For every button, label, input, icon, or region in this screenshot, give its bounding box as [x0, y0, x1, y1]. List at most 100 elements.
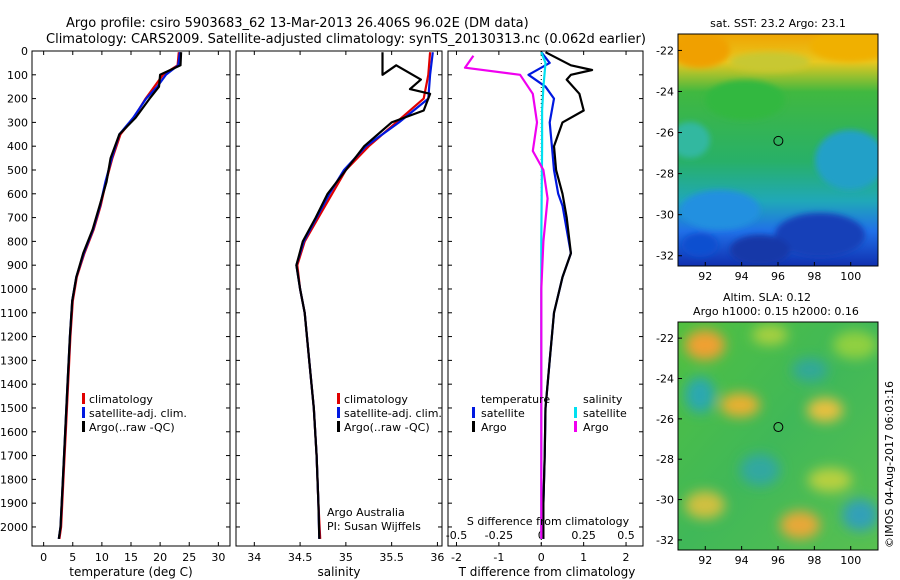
- salinity-annotation-line2: PI: Susan Wijffels: [327, 520, 421, 533]
- legend-swatch-argo: [337, 421, 340, 432]
- map-ytick-label: -32: [656, 534, 674, 547]
- sla-patch: [807, 398, 843, 422]
- xtick-label: -1: [493, 551, 504, 564]
- map-ytick-label: -24: [656, 372, 674, 385]
- map-ytick-label: -28: [656, 168, 674, 181]
- depth-tick-label: 700: [7, 212, 28, 225]
- sst-patch: [680, 190, 760, 230]
- xtick-label: -2: [451, 551, 462, 564]
- xtick-label: 0: [538, 551, 545, 564]
- depth-tick-label: 800: [7, 235, 28, 248]
- sst-patch: [730, 235, 790, 265]
- difference-xlabel-bottom: T difference from climatology: [458, 565, 636, 579]
- sst-map: [678, 34, 878, 266]
- map-xtick-label: 92: [698, 270, 712, 283]
- legend-swatch-sal-satellite: [574, 407, 577, 418]
- map-xtick-label: 96: [771, 554, 785, 567]
- map-xtick-label: 100: [840, 270, 861, 283]
- sst-patch: [775, 213, 865, 257]
- series-line: [542, 51, 594, 539]
- series-line: [527, 51, 572, 539]
- stick-label: 0.5: [617, 529, 635, 542]
- legend-label-climatology: climatology: [344, 393, 408, 406]
- xtick-label: 35.5: [379, 551, 404, 564]
- sla-patch: [808, 468, 852, 492]
- legend-label-temp-satellite: satellite: [481, 407, 525, 420]
- legend-label-sal-satellite: satellite: [583, 407, 627, 420]
- sla-patch: [685, 377, 715, 413]
- sla-map: [678, 322, 878, 550]
- sla-patch: [842, 499, 878, 531]
- map-ytick-label: -30: [656, 494, 674, 507]
- depth-tick-label: 1100: [0, 307, 28, 320]
- legend-label-satellite-adj: satellite-adj. clim.: [344, 407, 442, 420]
- stick-label: -0.5: [446, 529, 467, 542]
- salinity-plot: 34 34.5 35 35.5 36: [236, 50, 444, 564]
- legend-label-argo: Argo(..raw -QC): [344, 421, 430, 434]
- figure-title-line2: Climatology: CARS2009. Satellite-adjuste…: [46, 32, 646, 47]
- series-line: [463, 55, 549, 539]
- xtick-label: 15: [124, 551, 138, 564]
- depth-tick-label: 300: [7, 116, 28, 129]
- sla-patch: [685, 491, 725, 519]
- legend-swatch-temp-satellite: [472, 407, 475, 418]
- sla-patch: [833, 331, 877, 359]
- legend-swatch-temp-argo: [472, 421, 475, 432]
- depth-tick-label: 0: [21, 45, 28, 58]
- salinity-plot-frame: [235, 50, 443, 547]
- sst-map-axes: 92 94 96 98 100 -22 -24 -26 -28 -30 -32: [656, 44, 861, 283]
- map-ytick-label: -26: [656, 413, 674, 426]
- xtick-label: 20: [153, 551, 167, 564]
- sst-patch: [705, 80, 785, 120]
- sla-map-patches: [685, 325, 878, 539]
- sla-patch: [752, 325, 788, 345]
- depth-tick-label: 1000: [0, 283, 28, 296]
- legend-swatch-climatology: [337, 393, 340, 404]
- sla-map-axes: 92 94 96 98 100 -22 -24 -26 -28 -30 -32: [656, 332, 861, 567]
- imos-timestamp: ©IMOS 04-Aug-2017 06:03:16: [883, 381, 896, 548]
- sst-patch: [678, 34, 730, 68]
- legend-swatch-climatology: [82, 393, 85, 404]
- depth-tick-label: 400: [7, 140, 28, 153]
- map-xtick-label: 98: [807, 270, 821, 283]
- salinity-xlabel: salinity: [317, 565, 360, 579]
- depth-axis: 0 100 200 300 400 500 600 700 800 900 1000 1100 1200…: [0, 45, 28, 534]
- map-ytick-label: -32: [656, 250, 674, 263]
- difference-xlabel-top: S difference from climatology: [467, 515, 630, 528]
- sst-map-title: sat. SST: 23.2 Argo: 23.1: [710, 17, 846, 30]
- figure-title-line1: Argo profile: csiro 5903683_62 13-Mar-20…: [66, 16, 529, 31]
- depth-tick-label: 1400: [0, 378, 28, 391]
- series-line: [57, 52, 183, 540]
- legend-swatch-sal-argo: [574, 421, 577, 432]
- map-ytick-label: -28: [656, 453, 674, 466]
- sla-patch: [720, 393, 760, 417]
- depth-tick-label: 2000: [0, 521, 28, 534]
- sst-patch: [682, 233, 718, 257]
- map-ytick-label: -30: [656, 209, 674, 222]
- stick-label: -0.25: [485, 529, 513, 542]
- xtick-label: 34: [247, 551, 261, 564]
- sst-patch: [815, 130, 878, 190]
- depth-tick-label: 900: [7, 259, 28, 272]
- series-line: [295, 52, 432, 539]
- sla-map-title: Altim. SLA: 0.12: [723, 291, 811, 304]
- xtick-label: 34.5: [288, 551, 313, 564]
- xtick-label: 35: [339, 551, 353, 564]
- salinity-legend: climatology satellite-adj. clim. Argo(..…: [337, 393, 442, 434]
- sst-map-patches: [678, 34, 878, 265]
- legend-swatch-argo: [82, 421, 85, 432]
- legend-label-temp-argo: Argo: [481, 421, 507, 434]
- xtick-label: 5: [69, 551, 76, 564]
- depth-tick-label: 1700: [0, 450, 28, 463]
- xtick-label: 2: [623, 551, 630, 564]
- series-line: [58, 52, 180, 540]
- depth-tick-label: 1800: [0, 473, 28, 486]
- xtick-label: 25: [182, 551, 196, 564]
- stick-label: 0.25: [571, 529, 596, 542]
- legend-label-argo: Argo(..raw -QC): [89, 421, 175, 434]
- depth-tick-label: 600: [7, 188, 28, 201]
- depth-tick-label: 1900: [0, 497, 28, 510]
- temperature-plot: 0 5 10 15 20 25 30: [32, 50, 230, 564]
